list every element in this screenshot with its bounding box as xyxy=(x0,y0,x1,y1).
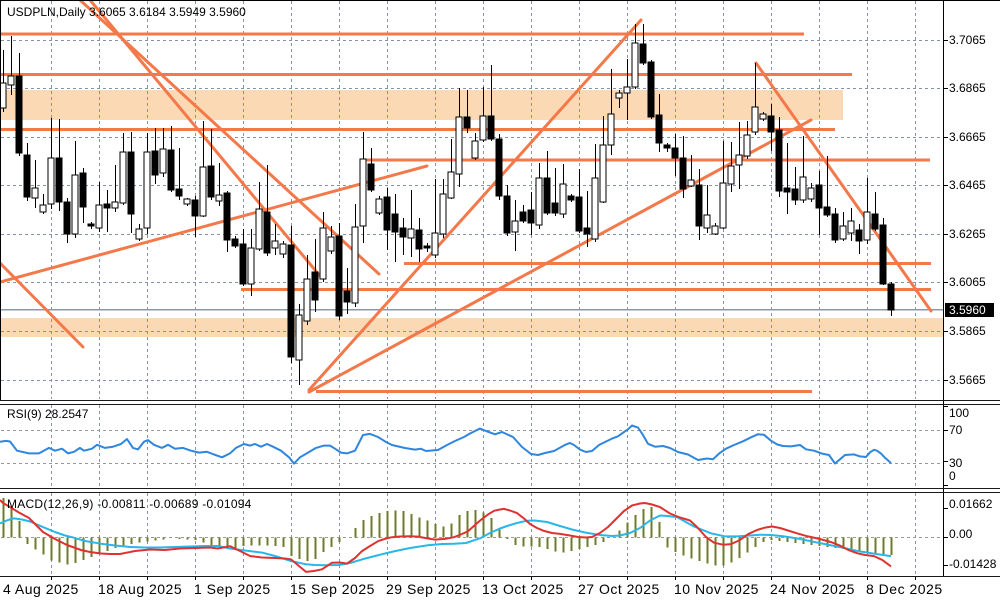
svg-text:8 Dec 2025: 8 Dec 2025 xyxy=(866,581,943,597)
svg-text:MACD(12,26,9) -0.00811 -0.0068: MACD(12,26,9) -0.00811 -0.00689 -0.01094 xyxy=(7,497,252,511)
svg-text:USDPLN,Daily 3.6065 3.6184 3.: USDPLN,Daily 3.6065 3.6184 3.5949 3.5960 xyxy=(7,5,246,19)
svg-text:0.00: 0.00 xyxy=(949,527,973,541)
svg-text:27 Oct 2025: 27 Oct 2025 xyxy=(578,581,660,597)
svg-text:29 Sep 2025: 29 Sep 2025 xyxy=(386,581,471,597)
svg-text:3.5960: 3.5960 xyxy=(949,303,986,317)
svg-text:15 Sep 2025: 15 Sep 2025 xyxy=(290,581,375,597)
svg-text:100: 100 xyxy=(949,406,969,420)
svg-text:24 Nov 2025: 24 Nov 2025 xyxy=(770,581,855,597)
svg-text:3.5665: 3.5665 xyxy=(949,373,986,387)
svg-text:10 Nov 2025: 10 Nov 2025 xyxy=(674,581,759,597)
svg-text:0.01662: 0.01662 xyxy=(949,497,993,511)
svg-text:18 Aug 2025: 18 Aug 2025 xyxy=(98,581,182,597)
svg-text:30: 30 xyxy=(949,456,963,470)
svg-text:0: 0 xyxy=(949,469,956,483)
svg-text:-0.01428: -0.01428 xyxy=(949,557,997,571)
svg-text:4 Aug 2025: 4 Aug 2025 xyxy=(3,581,79,597)
svg-text:3.6865: 3.6865 xyxy=(949,81,986,95)
svg-text:3.6665: 3.6665 xyxy=(949,130,986,144)
svg-text:3.7065: 3.7065 xyxy=(949,33,986,47)
svg-text:3.6465: 3.6465 xyxy=(949,178,986,192)
svg-text:3.6265: 3.6265 xyxy=(949,227,986,241)
svg-text:70: 70 xyxy=(949,423,963,437)
svg-text:RSI(9) 28.2547: RSI(9) 28.2547 xyxy=(7,407,89,421)
svg-text:3.6065: 3.6065 xyxy=(949,275,986,289)
svg-text:3.5865: 3.5865 xyxy=(949,324,986,338)
svg-text:1 Sep 2025: 1 Sep 2025 xyxy=(194,581,271,597)
svg-text:13 Oct 2025: 13 Oct 2025 xyxy=(482,581,564,597)
